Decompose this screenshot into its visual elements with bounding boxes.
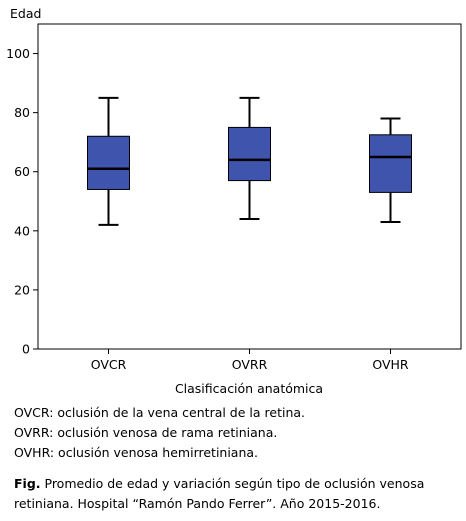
x-tick-label: OVHR — [372, 357, 409, 372]
y-axis: 0 20 40 60 80 100 — [6, 46, 38, 357]
y-tick-label: 80 — [14, 105, 30, 120]
box-ovhr — [369, 117, 412, 223]
y-tick-label: 0 — [22, 342, 30, 357]
box-ovcr — [87, 96, 130, 226]
legend-item-ovrr: OVRR: oclusión venosa de rama retiniana. — [14, 425, 278, 440]
iqr-box — [87, 135, 130, 190]
iqr-box — [228, 126, 271, 182]
caption-label: Fig. — [14, 476, 41, 491]
box-plot-chart: Edad 0 20 40 60 80 100 OVCR OVRR OVHR Clasifica… — [6, 6, 462, 396]
y-tick-label: 100 — [6, 46, 30, 61]
iqr-box — [369, 134, 412, 193]
y-axis-label: Edad — [10, 6, 41, 21]
box-ovrr — [228, 96, 271, 220]
x-tick-label: OVRR — [232, 357, 268, 372]
boxes — [87, 96, 412, 226]
legend-item-ovcr: OVCR: oclusión de la vena central de la … — [14, 405, 305, 420]
legend-item-ovhr: OVHR: oclusión venosa hemirretiniana. — [14, 445, 259, 460]
y-tick-label: 60 — [14, 164, 30, 179]
x-axis: OVCR OVRR OVHR — [91, 349, 409, 372]
x-axis-label: Clasificación anatómica — [175, 381, 323, 396]
y-tick-label: 40 — [14, 223, 30, 238]
y-tick-label: 20 — [14, 282, 30, 297]
abbreviation-legend: OVCR: oclusión de la vena central de la … — [14, 403, 305, 463]
figure-caption: Fig. Promedio de edad y variación según … — [14, 474, 464, 514]
caption-text: Promedio de edad y variación según tipo … — [14, 476, 425, 511]
x-tick-label: OVCR — [91, 357, 127, 372]
